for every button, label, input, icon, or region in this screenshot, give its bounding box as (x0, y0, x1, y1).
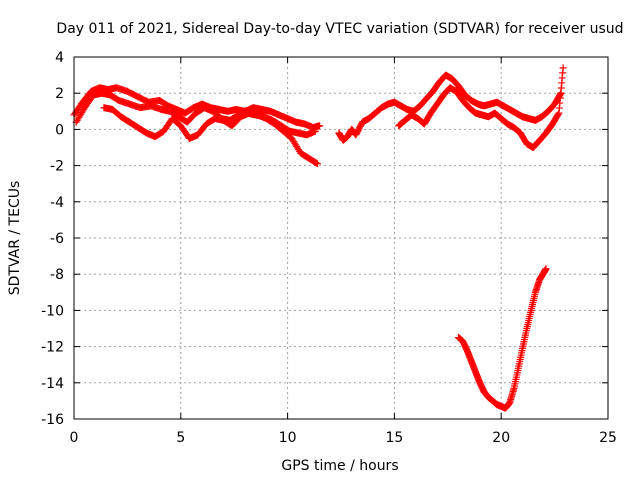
x-tick-label: 0 (70, 430, 79, 446)
y-tick-label: 4 (55, 50, 64, 66)
data-point (311, 127, 319, 135)
grid (74, 57, 608, 419)
x-tick-label: 5 (176, 430, 185, 446)
y-tick-label: -6 (50, 231, 64, 247)
x-tick-label: 15 (385, 430, 403, 446)
data-point (313, 159, 321, 167)
y-tick-label: -4 (50, 195, 64, 211)
series-track-c (100, 104, 322, 168)
y-tick-label: -12 (41, 340, 64, 356)
data-point (542, 265, 550, 273)
series-track-d (335, 71, 565, 144)
y-tick-label: -14 (41, 376, 64, 392)
y-tick-label: -2 (50, 159, 64, 175)
series-track-e (395, 64, 567, 151)
series-track-b (72, 89, 319, 139)
data-point (314, 160, 322, 168)
chart-title: Day 011 of 2021, Sidereal Day-to-day VTE… (56, 21, 623, 37)
data-point (316, 122, 324, 130)
data-marks (70, 64, 567, 412)
y-tick-label: 0 (55, 122, 64, 138)
y-tick-label: 2 (55, 86, 64, 102)
data-point (559, 64, 567, 72)
data-point (554, 110, 562, 118)
y-tick-label: -16 (41, 412, 64, 428)
x-tick-label: 25 (599, 430, 617, 446)
y-axis-label: SDTVAR / TECUs (7, 181, 23, 296)
series-track-f (454, 265, 550, 412)
x-tick-label: 20 (492, 430, 510, 446)
y-tick-label: -10 (41, 303, 64, 319)
x-tick-label: 10 (279, 430, 297, 446)
y-tick-label: -8 (50, 267, 64, 283)
x-axis-label: GPS time / hours (281, 458, 398, 474)
